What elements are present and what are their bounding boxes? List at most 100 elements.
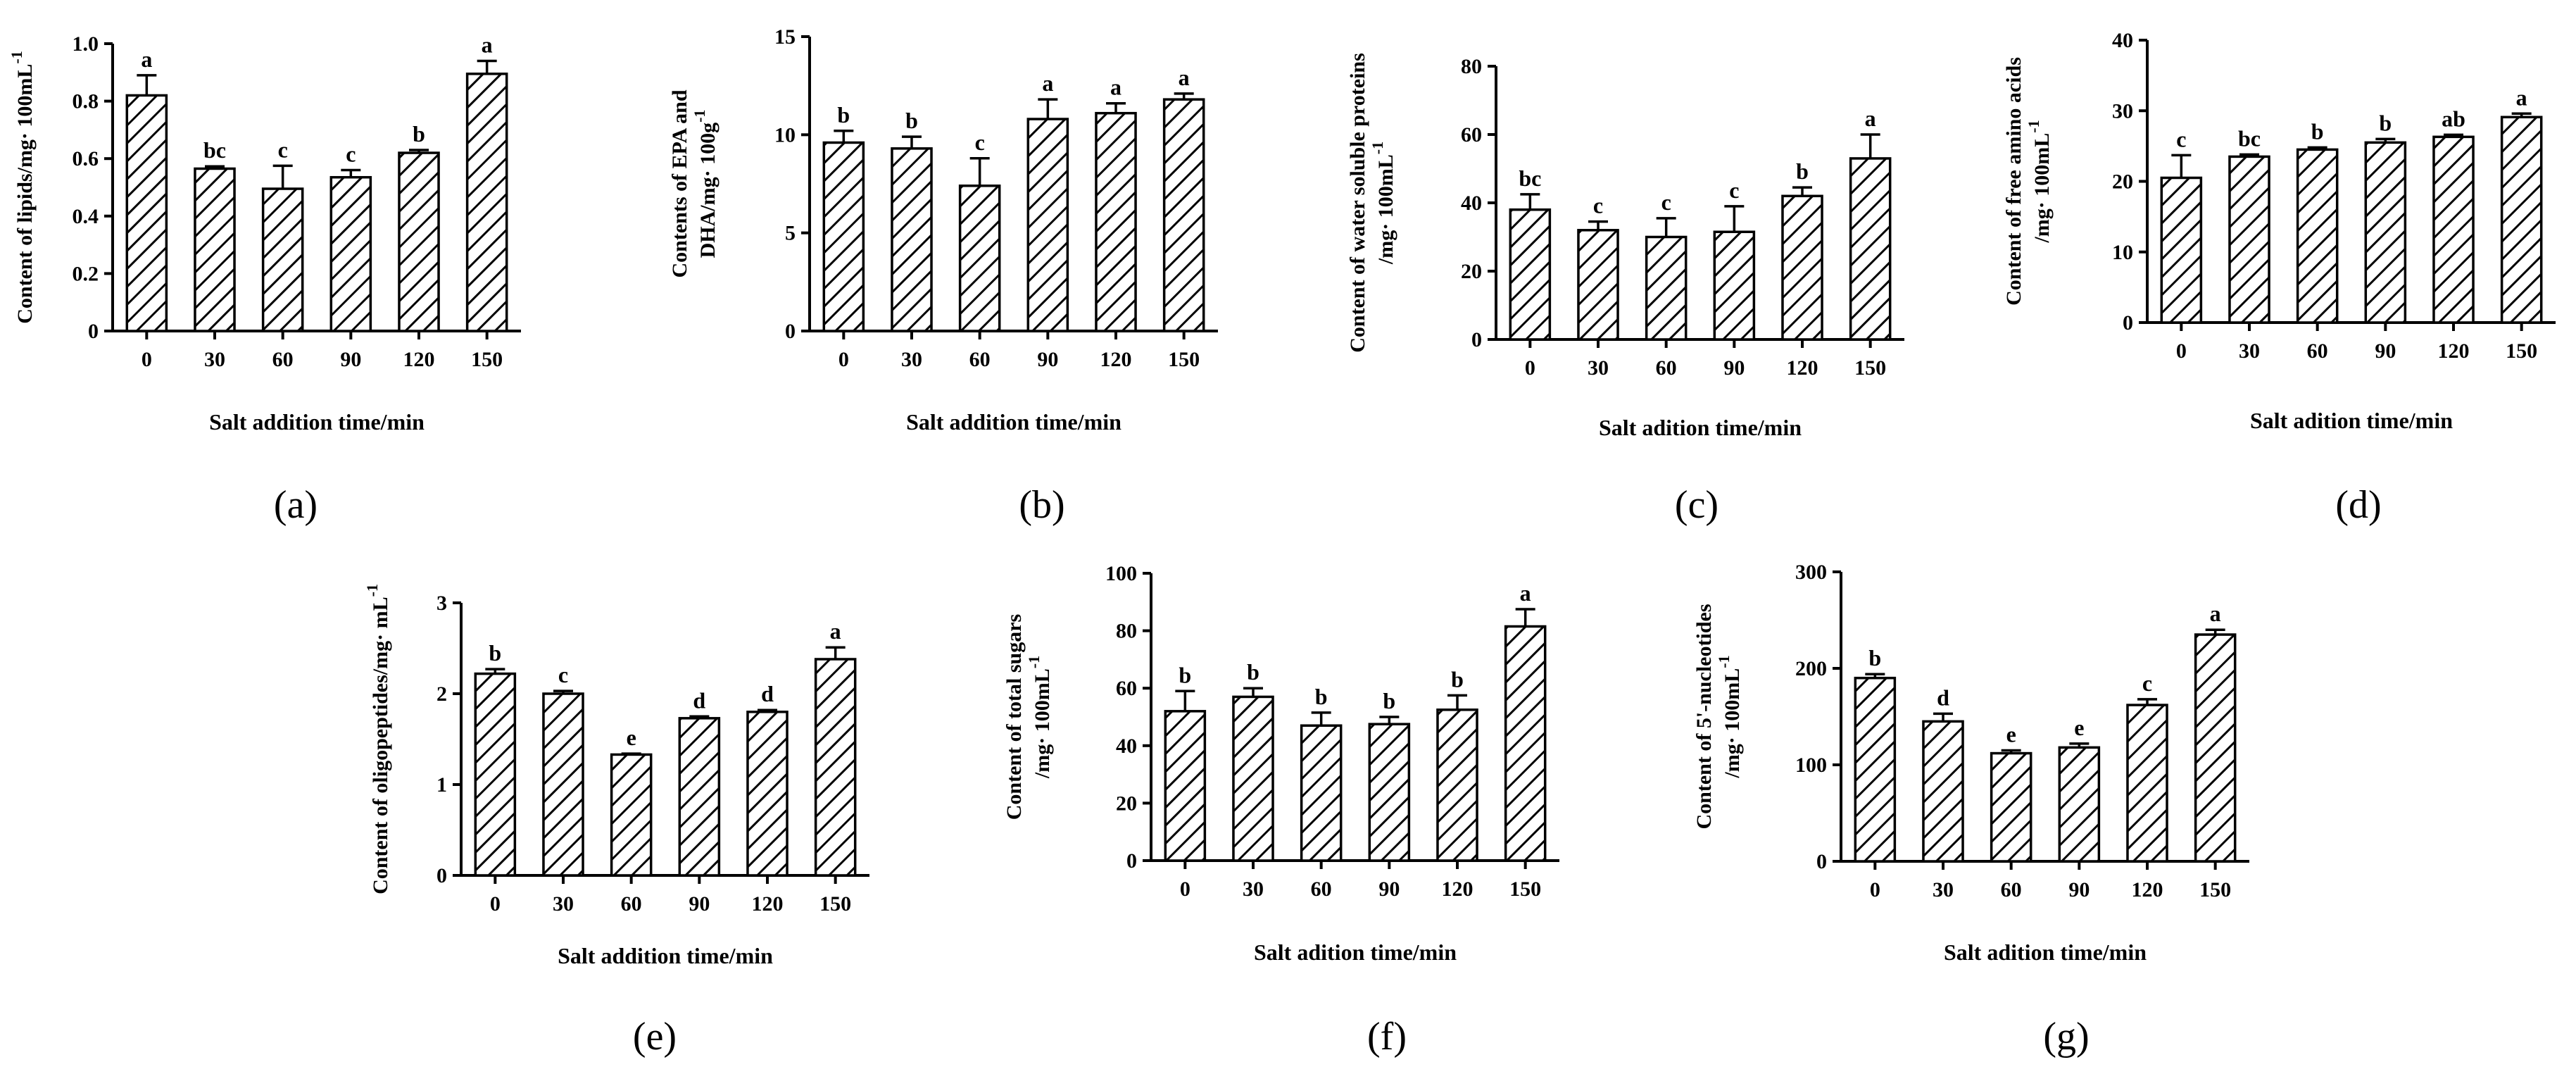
y-tick-label: 0.8 [73, 90, 99, 113]
bar [610, 753, 653, 877]
significance-label: b [1451, 666, 1464, 692]
x-tick-label: 120 [1100, 348, 1132, 371]
x-tick-label: 30 [553, 892, 574, 916]
significance-label: a [141, 46, 152, 72]
significance-label: b [1383, 688, 1395, 713]
bar [398, 151, 440, 332]
y-tick-label: 0 [1126, 849, 1137, 873]
y-tick-label: 60 [1461, 123, 1482, 146]
significance-label: bc [203, 137, 226, 163]
y-tick-label: 20 [2112, 170, 2133, 194]
chart-panel-c: 0 20 40 60 80 bc 0 c 30 c 60 c 90 b 120 a 150 Salt aditio… [1346, 53, 1904, 527]
y-axis-label: Content of 5'-nucleotides/mg· 100mL-1 [1692, 604, 1744, 830]
x-tick-label: 30 [1588, 356, 1609, 380]
bar [1300, 724, 1343, 862]
significance-label: a [1110, 75, 1121, 100]
x-tick-label: 150 [1509, 878, 1541, 901]
y-tick-label: 0 [785, 320, 796, 343]
y-tick-label: 10 [774, 123, 796, 146]
x-tick-label: 150 [819, 892, 851, 916]
panel-label: (g) [2043, 1015, 2089, 1059]
bar [542, 692, 584, 877]
y-axis-label: Contents of EPA and DHA/mg· 100g-1 [668, 89, 720, 277]
x-tick-label: 0 [142, 348, 152, 371]
x-tick-label: 150 [2506, 339, 2537, 363]
x-tick-label: 150 [1168, 348, 1200, 371]
y-tick-label: 40 [2112, 29, 2133, 52]
chart-panel-b: 0 5 10 15 b 0 b 30 c 60 a 90 a 120 a 150 Salt addition t… [668, 25, 1218, 527]
y-tick-label: 20 [1116, 792, 1137, 815]
y-axis-label: Content of free amino acids/mg· 100mL-1 [2002, 57, 2054, 306]
bar [125, 94, 168, 332]
significance-label: e [2006, 721, 2016, 747]
y-tick-label: 300 [1795, 561, 1827, 584]
x-tick-label: 90 [2068, 878, 2090, 901]
significance-label: c [2176, 126, 2186, 151]
y-tick-label: 5 [785, 222, 796, 245]
significance-label: c [1729, 177, 1739, 203]
bar [2296, 148, 2339, 324]
bar [1990, 751, 2032, 863]
significance-label: a [1865, 106, 1876, 131]
x-tick-label: 120 [403, 348, 435, 371]
y-tick-label: 0.2 [73, 262, 99, 285]
x-tick-label: 60 [621, 892, 642, 916]
bar [891, 147, 933, 332]
bar [2126, 704, 2168, 863]
panel-label: (d) [2335, 483, 2381, 527]
y-tick-label: 100 [1105, 562, 1137, 585]
x-tick-label: 30 [204, 348, 225, 371]
x-tick-label: 30 [1243, 878, 1264, 901]
y-axis-label: Content of lipids/mg· 100mL-1 [8, 51, 37, 324]
y-tick-label: 40 [1116, 735, 1137, 758]
bar [746, 711, 788, 877]
x-tick-label: 90 [1723, 356, 1745, 380]
bar [2432, 135, 2475, 324]
x-tick-label: 60 [969, 348, 991, 371]
x-tick-label: 0 [1525, 356, 1535, 380]
bar [814, 658, 857, 877]
bar [1713, 230, 1756, 341]
bar [1026, 118, 1069, 332]
significance-label: e [2074, 715, 2084, 740]
significance-label: ab [2442, 106, 2465, 131]
x-tick-label: 120 [1787, 356, 1818, 380]
bar [822, 141, 865, 332]
significance-label: c [346, 142, 356, 167]
y-axis-label: Content of water soluble proteins/mg· 10… [1346, 53, 1397, 353]
x-axis-label: Salt addition time/min [209, 409, 425, 435]
bar [2058, 746, 2101, 863]
y-tick-label: 0 [2123, 311, 2133, 335]
bar [1162, 98, 1205, 332]
y-tick-label: 20 [1461, 260, 1482, 283]
panel-label: (f) [1367, 1015, 1407, 1059]
bar [1854, 676, 1897, 863]
significance-label: b [905, 108, 918, 133]
x-tick-label: 60 [1656, 356, 1677, 380]
significance-label: bc [2238, 125, 2261, 151]
panel-label: (b) [1019, 483, 1064, 527]
chart-panel-a: 0 0.2 0.4 0.6 0.8 1.0 a 0 bc 30 c 60 c 90 b 120 a 150 Salt… [8, 32, 521, 527]
chart-panel-d: 0 10 20 30 40 c 0 bc 30 b 60 b 90 ab 120 a 150 Salt aditi… [2002, 29, 2556, 527]
x-tick-label: 90 [2375, 339, 2396, 363]
significance-label: c [975, 130, 985, 155]
bar [2160, 176, 2203, 324]
y-tick-label: 1.0 [73, 32, 99, 56]
x-tick-label: 120 [2438, 339, 2470, 363]
bar [194, 167, 236, 332]
significance-label: a [1042, 70, 1053, 96]
x-tick-label: 120 [2132, 878, 2163, 901]
y-axis-label: Content of oligopeptides/mg· mL-1 [363, 584, 392, 894]
y-tick-label: 100 [1795, 754, 1827, 777]
x-tick-label: 60 [2307, 339, 2328, 363]
bar [329, 175, 372, 332]
x-axis-label: Salt adition time/min [1599, 415, 1802, 440]
significance-label: d [693, 687, 705, 713]
y-tick-label: 0.4 [73, 205, 99, 228]
x-tick-label: 30 [2239, 339, 2260, 363]
x-tick-label: 150 [471, 348, 503, 371]
y-tick-label: 15 [774, 25, 796, 49]
x-tick-label: 60 [272, 348, 294, 371]
x-tick-label: 0 [838, 348, 849, 371]
